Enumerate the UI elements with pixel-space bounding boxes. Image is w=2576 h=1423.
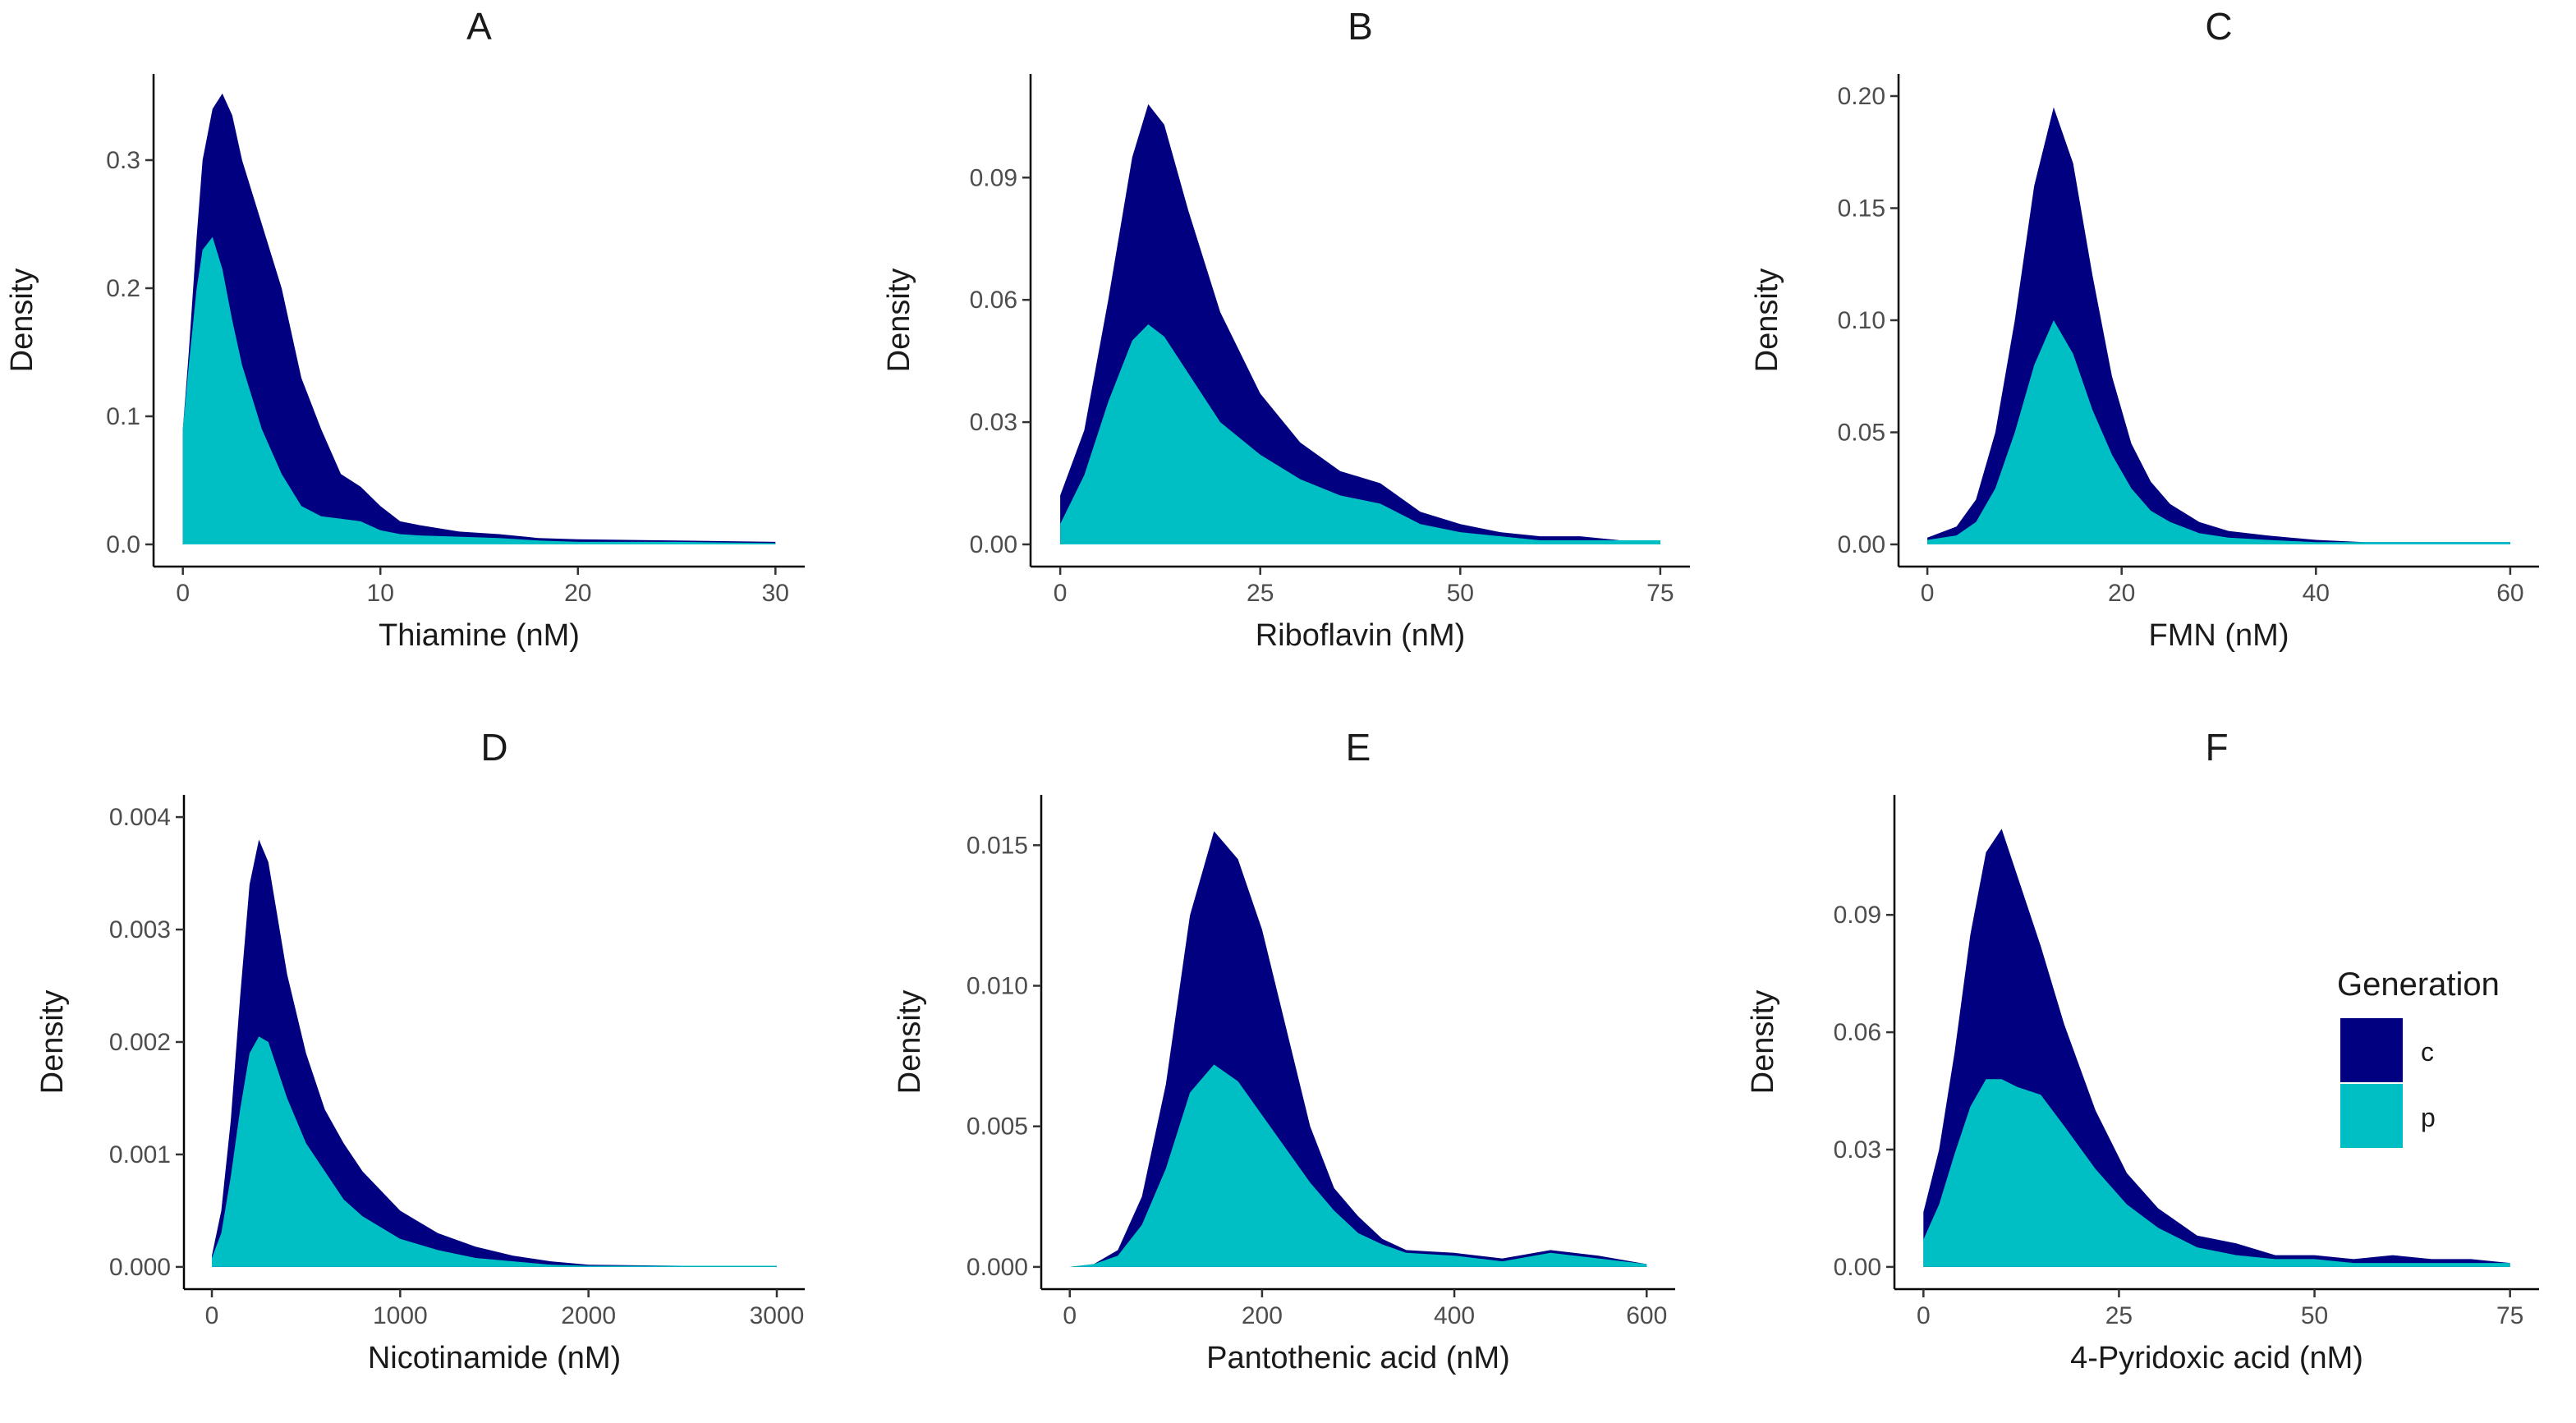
facet-panel-c: 0 20 40 60 0.00 0.05 0.10 0.15 0.20 C FMN (nM) Dens… [1750, 5, 2539, 653]
y-tick-label: 0.00 [1834, 1254, 1881, 1281]
panel-title: D [480, 726, 507, 769]
x-axis-label: Riboflavin (nM) [1256, 618, 1466, 653]
x-axis-label: 4-Pyridoxic acid (nM) [2070, 1341, 2363, 1375]
x-tick-label: 10 [367, 580, 394, 607]
y-tick-label: 0.001 [109, 1141, 171, 1168]
x-tick-label: 0 [1921, 580, 1935, 607]
facet-panel-d: 0 1000 2000 3000 0.000 0.001 0.002 0.003 0.004 D N… [35, 726, 805, 1375]
panel-title: C [2205, 5, 2232, 48]
y-tick-label: 0.05 [1838, 420, 1885, 447]
x-tick-label: 75 [1646, 580, 1674, 607]
facet-panel-f: 0 25 50 75 0.00 0.03 0.06 0.09 F 4-Pyridoxic acid… [1746, 726, 2539, 1375]
x-tick-label: 30 [762, 580, 789, 607]
x-tick-label: 200 [1242, 1302, 1283, 1329]
facet-panel-e: 0 200 400 600 0.000 0.005 0.010 0.015 E Pantothen… [893, 726, 1675, 1375]
legend-swatch-c [2340, 1018, 2403, 1082]
x-tick-label: 50 [2301, 1302, 2328, 1329]
y-tick-label: 0.10 [1838, 307, 1885, 334]
y-tick-label: 0.09 [1834, 902, 1881, 929]
y-tick-label: 0.3 [106, 147, 140, 174]
y-tick-label: 0.004 [109, 804, 171, 831]
x-tick-label: 3000 [750, 1302, 805, 1329]
y-tick-label: 0.06 [1834, 1019, 1881, 1046]
x-tick-label: 0 [176, 580, 190, 607]
y-axis-label: Density [1746, 990, 1780, 1095]
x-tick-label: 20 [2108, 580, 2135, 607]
y-tick-label: 0.2 [106, 275, 140, 302]
legend-label-p: p [2421, 1103, 2436, 1132]
facet-panel-b: 0 25 50 75 0.00 0.03 0.06 0.09 B Riboflavin (nM) D… [882, 5, 1690, 653]
density-area-p [1069, 1064, 1647, 1267]
x-tick-label: 1000 [373, 1302, 428, 1329]
y-tick-label: 0.003 [109, 916, 171, 943]
panel-title: B [1348, 5, 1373, 48]
y-tick-label: 0.1 [106, 403, 140, 430]
y-tick-label: 0.015 [967, 832, 1028, 859]
x-tick-label: 25 [2105, 1302, 2133, 1329]
y-axis-label: Density [35, 990, 70, 1095]
x-axis-label: FMN (nM) [2149, 618, 2289, 653]
x-tick-label: 0 [1063, 1302, 1077, 1329]
density-area-p [212, 1036, 777, 1267]
density-area-p [1060, 324, 1660, 544]
density-area-c [212, 839, 777, 1267]
y-tick-label: 0.03 [970, 409, 1017, 436]
y-tick-label: 0.09 [970, 164, 1017, 191]
y-axis-label: Density [893, 990, 927, 1095]
density-area-p [182, 236, 776, 544]
x-tick-label: 2000 [561, 1302, 616, 1329]
y-tick-label: 0.0 [106, 531, 140, 558]
y-tick-label: 0.06 [970, 287, 1017, 314]
y-tick-label: 0.15 [1838, 195, 1885, 223]
x-tick-label: 25 [1247, 580, 1274, 607]
y-axis-label: Density [1750, 269, 1784, 373]
x-tick-label: 60 [2496, 580, 2523, 607]
panel-title: F [2205, 726, 2228, 769]
panel-title: A [466, 5, 492, 48]
legend-label-c: c [2421, 1037, 2434, 1067]
density-area-p [1927, 320, 2510, 544]
y-tick-label: 0.005 [967, 1113, 1028, 1141]
legend-title: Generation [2337, 966, 2500, 1003]
y-tick-label: 0.03 [1834, 1136, 1881, 1164]
legend-swatch-p [2340, 1084, 2403, 1148]
facet-panel-a: 0 10 20 30 0.0 0.1 0.2 0.3 A Thiamine (nM) Density [5, 5, 805, 653]
x-tick-label: 600 [1626, 1302, 1667, 1329]
legend: Generation c p [2337, 966, 2500, 1148]
density-area-p [1923, 1079, 2510, 1267]
x-tick-label: 0 [205, 1302, 219, 1329]
x-axis-label: Pantothenic acid (nM) [1206, 1341, 1510, 1375]
x-tick-label: 400 [1434, 1302, 1475, 1329]
y-tick-label: 0.010 [967, 973, 1028, 1000]
x-tick-label: 0 [1054, 580, 1068, 607]
panel-title: E [1346, 726, 1371, 769]
y-tick-label: 0.20 [1838, 83, 1885, 110]
y-axis-label: Density [5, 269, 39, 373]
x-tick-label: 75 [2496, 1302, 2523, 1329]
x-tick-label: 40 [2303, 580, 2330, 607]
x-tick-label: 0 [1917, 1302, 1931, 1329]
x-axis-label: Nicotinamide (nM) [368, 1341, 621, 1375]
y-axis-label: Density [882, 269, 916, 373]
x-axis-label: Thiamine (nM) [379, 618, 580, 653]
y-tick-label: 0.00 [970, 531, 1017, 558]
y-tick-label: 0.000 [109, 1254, 171, 1281]
y-tick-label: 0.000 [967, 1254, 1028, 1281]
x-tick-label: 20 [564, 580, 591, 607]
x-tick-label: 50 [1447, 580, 1474, 607]
y-tick-label: 0.00 [1838, 531, 1885, 558]
y-tick-label: 0.002 [109, 1029, 171, 1056]
